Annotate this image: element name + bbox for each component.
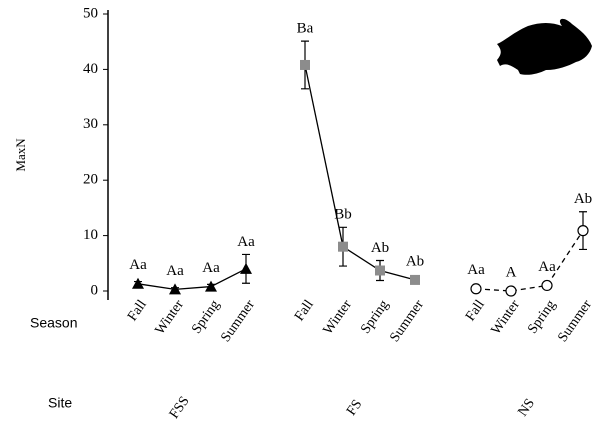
marker bbox=[471, 284, 481, 294]
significance-letter: Ab bbox=[371, 240, 389, 256]
significance-letter: Ba bbox=[297, 21, 314, 37]
y-tick-label: 0 bbox=[91, 282, 99, 298]
chart: MaxN Season Site 01020304050AaFallAaWint… bbox=[0, 0, 611, 431]
y-axis-label: MaxN bbox=[13, 138, 28, 172]
season-label: Season bbox=[30, 315, 77, 331]
marker bbox=[375, 266, 385, 276]
significance-letter: Ab bbox=[574, 191, 592, 207]
significance-letter: Aa bbox=[129, 257, 147, 273]
marker bbox=[338, 242, 348, 252]
y-tick-label: 40 bbox=[83, 61, 98, 77]
marker bbox=[300, 60, 310, 70]
marker bbox=[542, 280, 552, 290]
marker bbox=[506, 286, 516, 296]
significance-letter: Aa bbox=[202, 260, 220, 276]
y-tick-label: 50 bbox=[83, 5, 98, 21]
significance-letter: Aa bbox=[538, 259, 556, 275]
significance-letter: Aa bbox=[467, 262, 485, 278]
marker bbox=[410, 275, 420, 285]
significance-letter: Aa bbox=[237, 234, 255, 250]
significance-letter: Ab bbox=[406, 253, 424, 269]
y-tick-label: 20 bbox=[83, 172, 98, 188]
site-label: Site bbox=[48, 395, 72, 411]
y-tick-label: 10 bbox=[83, 227, 98, 243]
marker bbox=[578, 226, 588, 236]
significance-letter: Aa bbox=[166, 263, 184, 279]
significance-letter: A bbox=[506, 264, 517, 280]
significance-letter: Bb bbox=[334, 207, 352, 223]
y-tick-label: 30 bbox=[83, 116, 98, 132]
